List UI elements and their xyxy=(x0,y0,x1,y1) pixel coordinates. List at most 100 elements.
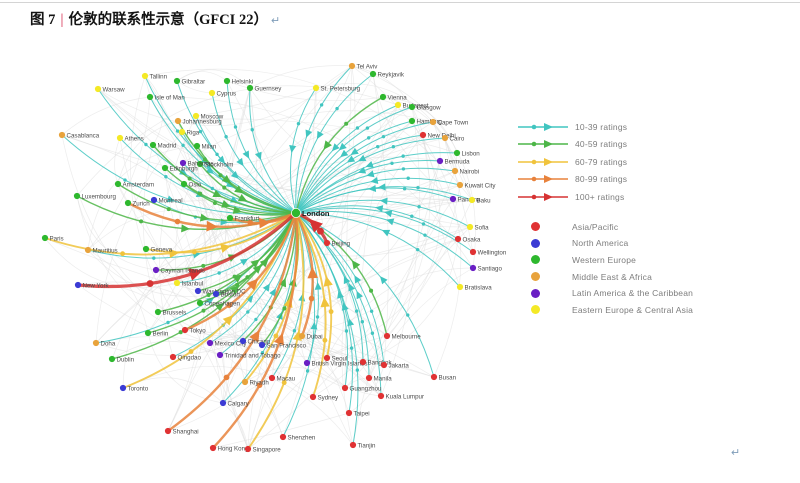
edge-dot-icon xyxy=(123,178,127,182)
background-edge xyxy=(177,118,458,154)
city-node xyxy=(451,167,459,175)
edge-arrow-icon xyxy=(338,142,347,151)
city-label: Trinidad and Tobago xyxy=(225,352,282,359)
city-label: Budapest xyxy=(403,102,429,109)
city-label: Bermuda xyxy=(445,158,471,165)
city-node xyxy=(108,355,116,363)
edge-arrow-icon xyxy=(354,275,362,284)
city-label: Reykjavik xyxy=(378,71,405,78)
background-edge xyxy=(215,293,435,378)
city-label: Gibraltar xyxy=(182,78,206,85)
edge-dot-icon xyxy=(166,207,171,212)
edge-arrow-icon xyxy=(316,130,324,140)
city-node xyxy=(208,89,216,97)
edge-arrow-icon xyxy=(314,282,322,290)
edge-arrow-icon xyxy=(384,210,393,218)
edge-dot-icon xyxy=(281,380,287,386)
edge-dot-icon xyxy=(224,135,228,139)
region-dot-icon xyxy=(531,288,540,298)
city-node xyxy=(469,264,477,272)
background-edge xyxy=(348,364,385,414)
legend-region-label: North America xyxy=(572,238,629,249)
background-edge xyxy=(97,65,353,127)
edge-dot-icon xyxy=(328,309,334,315)
edge-arrow-icon xyxy=(220,243,232,253)
background-edge xyxy=(362,238,459,363)
background-edge xyxy=(209,342,284,438)
city-node xyxy=(181,326,189,334)
edge-arrow-icon xyxy=(188,268,203,281)
city-label: Cyprus xyxy=(217,90,237,97)
edge-arrow-icon xyxy=(181,224,190,233)
edge-arrow-icon xyxy=(350,147,359,156)
edge-arrow-icon xyxy=(292,330,302,341)
paragraph-mark-icon: ↵ xyxy=(270,15,281,27)
city-node xyxy=(268,374,276,382)
city-node xyxy=(408,117,416,125)
city-label: San Francisco xyxy=(267,342,307,349)
background-edge xyxy=(229,87,317,219)
edge-dot-icon xyxy=(178,330,183,335)
edge-dot-icon xyxy=(423,233,427,237)
city-label: Boston xyxy=(221,291,241,298)
legend-rating-label: 10-39 ratings xyxy=(575,121,628,132)
background-edge xyxy=(181,131,461,213)
city-label: Guangzhou xyxy=(350,385,383,392)
rating-arrow-line-icon xyxy=(518,140,568,149)
city-node xyxy=(142,245,150,253)
edge-arrow-icon xyxy=(307,266,319,279)
edge-arrow-icon xyxy=(245,294,254,303)
background-edge xyxy=(119,137,201,304)
city-label: Tallinn xyxy=(150,73,168,80)
city-node xyxy=(429,118,437,126)
city-label: New Delhi xyxy=(428,132,456,139)
edge-arrow-icon xyxy=(269,288,276,297)
edge-dot-icon xyxy=(406,313,410,317)
edge-arrow-icon xyxy=(239,258,249,266)
edge-dot-icon xyxy=(201,263,206,268)
edge-arrow-icon xyxy=(370,177,379,184)
edge-dot-icon xyxy=(175,129,180,133)
edge-arrow-icon xyxy=(340,149,349,158)
edge-arrow-icon xyxy=(308,218,323,233)
edge-dot-icon xyxy=(206,293,211,298)
city-node xyxy=(341,384,349,392)
paragraph-mark-bottom-icon: ↵ xyxy=(731,447,741,459)
city-label: British Virgin Islands xyxy=(312,360,368,367)
background-edge xyxy=(351,65,462,378)
city-node xyxy=(116,134,124,142)
city-label: Athens xyxy=(125,135,144,142)
background-edge xyxy=(197,226,471,292)
edge-arrow-icon xyxy=(230,171,239,179)
background-edge xyxy=(215,293,382,397)
city-node xyxy=(468,196,476,204)
legend-region-label: Middle East & Africa xyxy=(572,271,653,282)
edge-dot-icon xyxy=(366,136,371,140)
city-node xyxy=(453,149,461,157)
edge-dot-icon xyxy=(402,186,407,191)
legend-region-item: Middle East & Africa xyxy=(517,268,693,285)
background-edge xyxy=(351,65,424,136)
city-label: Madrid xyxy=(158,142,177,149)
edge-dot-icon xyxy=(365,126,370,130)
edge-dot-icon xyxy=(250,128,254,132)
background-edge xyxy=(130,75,186,331)
background-edge xyxy=(242,65,356,342)
background-edge xyxy=(147,332,224,404)
edge-arrow-icon xyxy=(276,311,283,320)
city-label: Oslo xyxy=(189,181,202,188)
edge-dot-icon xyxy=(215,152,219,157)
edge-arrow-icon xyxy=(298,293,306,302)
region-dot-icon xyxy=(531,272,540,282)
background-edge xyxy=(432,121,473,201)
city-node xyxy=(212,290,220,298)
edge-dot-icon xyxy=(370,331,375,335)
city-label: Milan xyxy=(202,143,217,150)
background-edge xyxy=(97,88,461,198)
edge-arrow-icon xyxy=(246,278,259,291)
legend-region-label: Asia/Pacific xyxy=(572,221,619,232)
city-label: Vienna xyxy=(388,94,408,101)
edge-arrow-icon xyxy=(386,218,395,226)
